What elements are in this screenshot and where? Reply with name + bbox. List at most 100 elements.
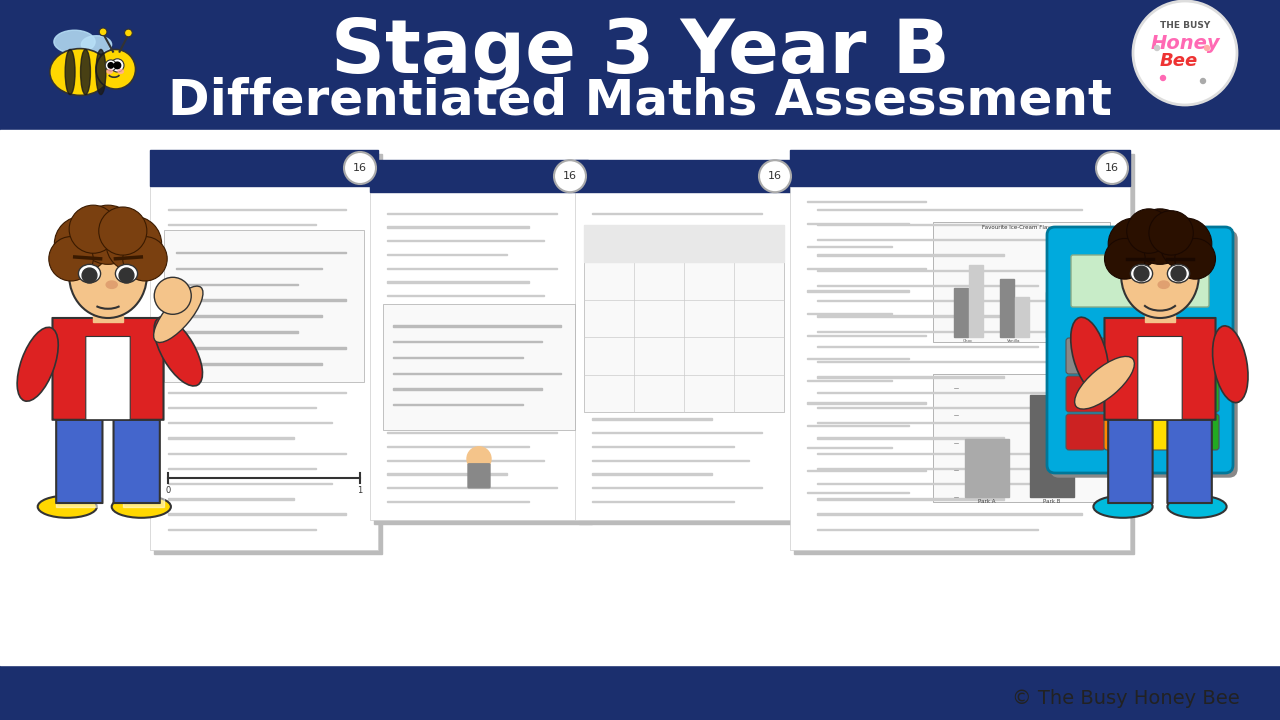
FancyBboxPatch shape: [1103, 414, 1143, 450]
FancyBboxPatch shape: [1167, 420, 1212, 503]
Bar: [593, 459, 749, 461]
FancyBboxPatch shape: [56, 420, 102, 503]
FancyBboxPatch shape: [1180, 414, 1219, 450]
Bar: [175, 251, 347, 253]
Bar: [593, 418, 713, 420]
Bar: [393, 357, 524, 358]
Bar: [575, 160, 794, 192]
Bar: [1030, 395, 1074, 497]
Text: Vanilla: Vanilla: [1007, 339, 1021, 343]
Bar: [388, 364, 507, 365]
Text: Park A: Park A: [978, 499, 996, 504]
Ellipse shape: [50, 49, 110, 95]
Bar: [806, 492, 909, 493]
Bar: [388, 226, 529, 228]
Text: © The Busy Honey Bee: © The Busy Honey Bee: [1012, 688, 1240, 708]
FancyBboxPatch shape: [1051, 231, 1236, 477]
Bar: [168, 498, 293, 500]
Bar: [388, 473, 507, 474]
Bar: [806, 312, 892, 314]
FancyBboxPatch shape: [1142, 338, 1181, 374]
Bar: [56, 495, 97, 507]
Circle shape: [99, 207, 147, 255]
Bar: [150, 150, 378, 186]
Ellipse shape: [96, 50, 106, 94]
Bar: [388, 240, 544, 241]
Text: THE BUSY: THE BUSY: [1160, 20, 1210, 30]
Ellipse shape: [115, 264, 138, 283]
Ellipse shape: [1167, 264, 1189, 283]
Bar: [1146, 303, 1175, 322]
Bar: [168, 437, 293, 438]
Bar: [593, 487, 763, 488]
Circle shape: [111, 59, 124, 72]
Text: Boys: Boys: [1083, 271, 1093, 274]
Bar: [593, 240, 749, 241]
Bar: [817, 209, 1083, 210]
Bar: [164, 230, 365, 382]
Circle shape: [1204, 45, 1210, 50]
Circle shape: [54, 216, 110, 271]
Circle shape: [1171, 266, 1185, 281]
Ellipse shape: [1212, 326, 1248, 402]
Bar: [393, 325, 562, 327]
Bar: [1068, 252, 1073, 258]
Bar: [388, 350, 544, 351]
Text: Park B: Park B: [1043, 499, 1061, 504]
Bar: [168, 330, 346, 332]
Bar: [1015, 297, 1029, 337]
Bar: [790, 150, 1130, 186]
Bar: [584, 225, 785, 412]
FancyBboxPatch shape: [1142, 414, 1181, 450]
Bar: [388, 323, 558, 324]
FancyBboxPatch shape: [1180, 376, 1219, 412]
Bar: [806, 246, 892, 247]
Bar: [150, 150, 378, 550]
Bar: [1046, 292, 1060, 337]
Bar: [817, 498, 1005, 500]
Bar: [388, 212, 558, 214]
Bar: [817, 407, 1038, 408]
Bar: [168, 285, 316, 286]
FancyBboxPatch shape: [1066, 376, 1105, 412]
Circle shape: [123, 237, 168, 281]
Bar: [584, 225, 785, 262]
Bar: [168, 300, 333, 302]
Bar: [575, 160, 794, 520]
Bar: [817, 270, 1083, 271]
FancyBboxPatch shape: [52, 318, 164, 420]
Bar: [168, 483, 333, 485]
Bar: [817, 224, 1038, 225]
Bar: [806, 402, 925, 404]
Bar: [168, 513, 346, 515]
Circle shape: [467, 447, 492, 471]
Bar: [168, 422, 333, 423]
Circle shape: [1201, 78, 1206, 84]
Circle shape: [1160, 218, 1212, 270]
Bar: [388, 336, 529, 338]
Circle shape: [155, 277, 191, 315]
Bar: [168, 361, 333, 362]
Bar: [817, 346, 1038, 347]
Ellipse shape: [37, 495, 97, 518]
Ellipse shape: [69, 233, 147, 318]
Circle shape: [1133, 1, 1236, 105]
Circle shape: [344, 152, 376, 184]
Bar: [817, 528, 1038, 530]
Bar: [593, 268, 763, 269]
Bar: [0, 130, 1280, 665]
Bar: [806, 469, 925, 471]
Bar: [593, 254, 713, 255]
Text: Differentiated Maths Assessment: Differentiated Maths Assessment: [168, 76, 1112, 124]
Bar: [593, 432, 763, 433]
Circle shape: [78, 205, 138, 264]
Bar: [794, 154, 1134, 554]
Ellipse shape: [1158, 281, 1169, 289]
Bar: [817, 254, 1005, 256]
FancyBboxPatch shape: [1138, 336, 1183, 420]
Bar: [817, 422, 1062, 423]
Bar: [388, 268, 558, 269]
Bar: [388, 377, 558, 379]
Circle shape: [1175, 238, 1216, 279]
Bar: [806, 425, 909, 426]
